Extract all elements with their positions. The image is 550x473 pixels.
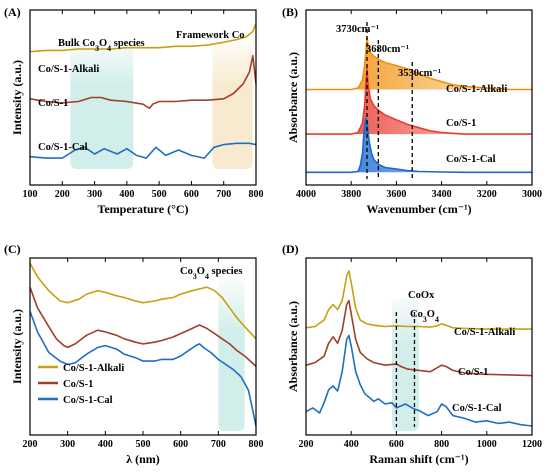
- x-tick-label: 800: [249, 189, 264, 200]
- annotation: Co3O4: [410, 309, 439, 324]
- panel-a: (A) 100 200 300 400 500 600 700 800 Temperature (…: [4, 5, 264, 216]
- x-tick-label: 3800: [341, 189, 361, 200]
- x-axis-label: Raman shift (cm⁻¹): [369, 452, 468, 466]
- series-label: Co/S-1-Cal: [452, 403, 502, 414]
- shaded-region: [391, 298, 419, 431]
- shaded-region: [218, 280, 245, 431]
- x-tick-label: 1000: [477, 439, 497, 450]
- series-line: [29, 286, 257, 367]
- x-tick-label: 200: [55, 189, 70, 200]
- panel-c: (C) 200 300 400 500 600 700 800 λ (nm) Intensity …: [4, 242, 264, 466]
- x-axis-label: Temperature (°C): [97, 202, 188, 216]
- series-line: [29, 23, 257, 53]
- legend-label: Co/S-1-Cal: [63, 395, 113, 406]
- x-tick-label: 200: [23, 439, 38, 450]
- series-label: Co/S-1-Alkali: [38, 64, 99, 75]
- x-tick-label: 400: [119, 189, 134, 200]
- x-tick-label: 400: [344, 439, 359, 450]
- series-line: [29, 311, 257, 427]
- shaded-region: [70, 42, 134, 169]
- x-tick-label: 100: [23, 189, 38, 200]
- annotation: CoOx: [408, 290, 435, 301]
- x-tick-label: 3000: [522, 189, 542, 200]
- series-line: [305, 270, 532, 330]
- plot-frame: [29, 9, 257, 186]
- x-tick-label: 500: [136, 439, 151, 450]
- area-fill: [306, 118, 532, 173]
- x-tick-label: 3600: [386, 189, 406, 200]
- plot-frame: [305, 9, 533, 186]
- shaded-region: [212, 42, 253, 169]
- panel-label: (A): [4, 5, 21, 19]
- series-line: [305, 299, 533, 377]
- panel-b-annotations: 3730cm⁻¹ 3680cm⁻¹ 3530cm⁻¹ Co/S-1-Alkali Co/…: [336, 24, 507, 165]
- x-tick-label: 600: [389, 439, 404, 450]
- x-tick-label: 700: [216, 189, 231, 200]
- series-label: Co/S-1-Cal: [38, 142, 88, 153]
- x-tick-label: 500: [152, 189, 167, 200]
- x-tick-label: 1200: [522, 439, 542, 450]
- y-axis-label: Intensity (a.u.): [10, 60, 24, 135]
- series-label: Co/S-1-Alkali: [446, 84, 507, 95]
- x-tick-label: 600: [184, 189, 199, 200]
- x-tick-label: 400: [98, 439, 113, 450]
- legend-label: Co/S-1-Alkali: [63, 363, 124, 374]
- x-tick-label: 300: [87, 189, 102, 200]
- plot-frame: [305, 257, 533, 436]
- annotation: Framework Co: [176, 30, 245, 41]
- series-label: Co/S-1: [38, 98, 68, 109]
- series-label: Co/S-1-Cal: [446, 154, 496, 165]
- x-tick-label: 800: [249, 439, 264, 450]
- series-line: [306, 68, 532, 135]
- series-line: [306, 117, 532, 174]
- x-axis-label: Wavenumber (cm⁻¹): [366, 202, 471, 216]
- y-axis-label: Absorbance (a.u.): [286, 301, 300, 392]
- series-label: Co/S-1: [458, 367, 488, 378]
- series-line: [29, 262, 257, 340]
- peak-label: 3730cm⁻¹: [336, 24, 379, 35]
- series-line: [306, 36, 532, 91]
- area-fill: [306, 37, 532, 90]
- panel-label: (D): [282, 242, 299, 256]
- series-label: Co/S-1: [446, 118, 476, 129]
- x-tick-label: 800: [434, 439, 449, 450]
- x-tick-label: 200: [299, 439, 314, 450]
- panel-label: (C): [4, 242, 21, 256]
- peak-label: 3530cm⁻¹: [398, 68, 441, 79]
- x-tick-label: 300: [60, 439, 75, 450]
- panel-b: (B) 4000 3800 3600 3400 3200 3000 Wavenumber (c…: [282, 5, 542, 216]
- series-label: Co/S-1-Alkali: [454, 327, 515, 338]
- peak-label: 3680cm⁻¹: [366, 44, 409, 55]
- series-line: [305, 334, 533, 427]
- series-line: [29, 54, 257, 110]
- series-line: [29, 142, 257, 159]
- panel-a-annotations: Bulk Co3O4 species Framework Co Co/S-1-Alk…: [38, 30, 245, 153]
- x-tick-label: 4000: [296, 189, 316, 200]
- y-axis-label: Absorbance (a.u.): [286, 52, 300, 143]
- x-tick-label: 700: [211, 439, 226, 450]
- panel-label: (B): [282, 5, 298, 19]
- panel-d-annotations: CoOx Co3O4 Co/S-1-Alkali Co/S-1 Co/S-1-Cal: [408, 290, 515, 414]
- x-tick-label: 3200: [477, 189, 497, 200]
- panel-c-annotations: Co3O4 species Co/S-1-Alkali Co/S-1 Co/S-1-C…: [38, 266, 242, 406]
- x-axis-label: λ (nm): [126, 452, 160, 466]
- x-tick-label: 600: [173, 439, 188, 450]
- legend-label: Co/S-1: [63, 379, 93, 390]
- annotation: Co3O4 species: [180, 266, 242, 281]
- x-tick-label: 3400: [432, 189, 452, 200]
- y-axis-label: Intensity (a.u.): [10, 309, 24, 384]
- panel-d: (D) 200 400 600 800 1000 1200 Raman shift (cm⁻¹…: [282, 242, 542, 466]
- annotation: Bulk Co3O4 species: [58, 38, 145, 53]
